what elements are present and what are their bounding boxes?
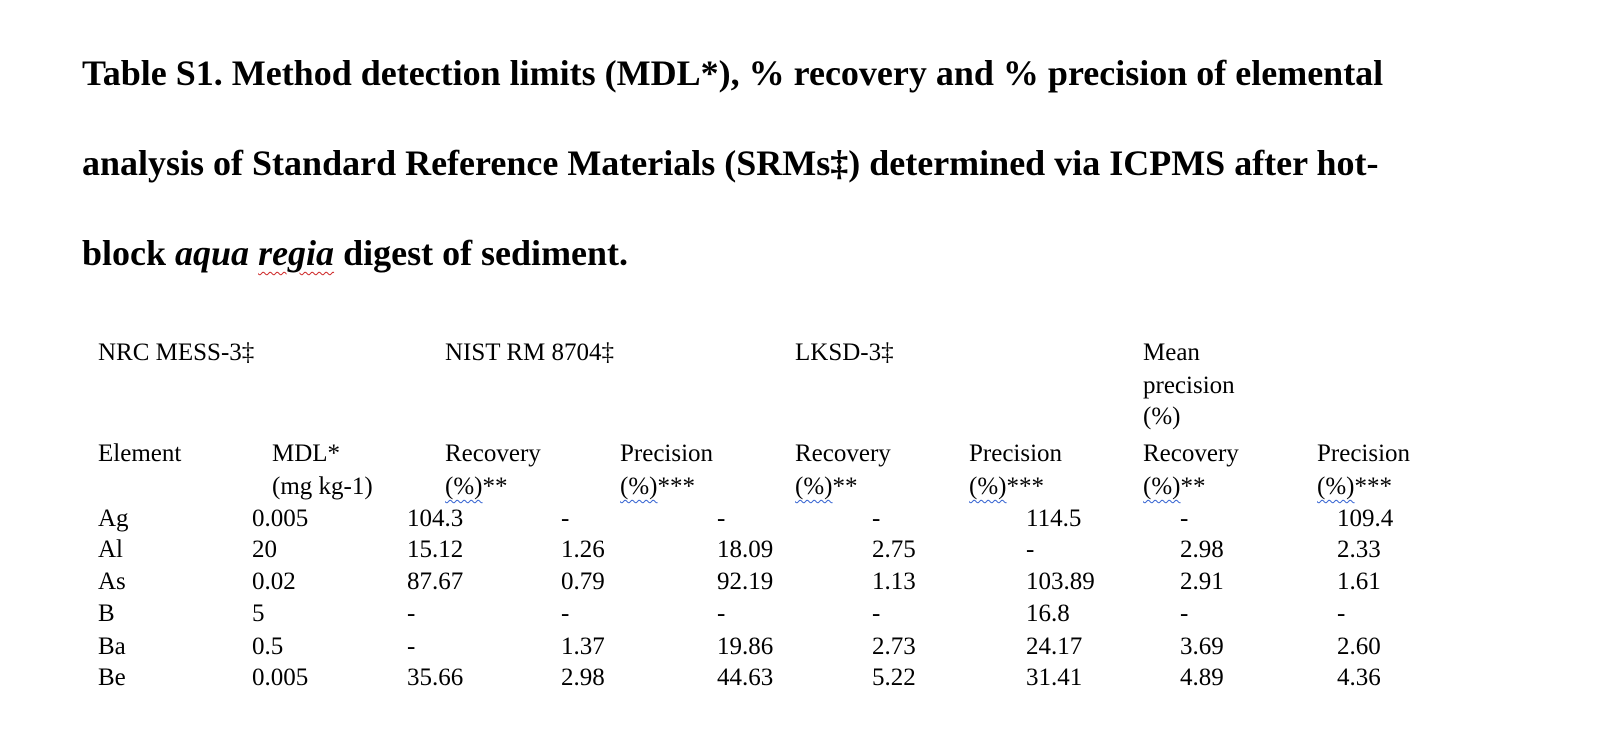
cell-value: 114.5 [1026, 505, 1082, 532]
cell-value: 2.73 [872, 633, 916, 660]
col-header-mdl-unit: (mg kg-1) [272, 473, 373, 500]
col-header-precision-2: Precision [969, 440, 1063, 467]
cell-value: - [872, 600, 881, 627]
cell-element: Ag [98, 505, 129, 532]
group-header-mess3: NRC MESS-3‡ [98, 339, 255, 366]
cell-mdl: 0.005 [252, 664, 309, 691]
col-header-precision-unit-2: (%)*** [969, 473, 1044, 500]
col-header-mdl: MDL* [272, 440, 341, 467]
cell-element: Ba [98, 633, 126, 660]
group-header-mean-precision-1: Mean [1143, 339, 1200, 366]
cell-value: - [872, 505, 881, 532]
cell-mdl: 20 [252, 536, 277, 563]
col-header-precision-unit-3: (%)*** [1317, 473, 1392, 500]
cell-value: 1.61 [1337, 568, 1381, 595]
caption-line-1: Table S1. Method detection limits (MDL*)… [82, 53, 1384, 93]
cell-value: 2.33 [1337, 536, 1381, 563]
cell-value: 44.63 [717, 664, 774, 691]
col-header-precision-3: Precision [1317, 440, 1411, 467]
cell-value: 103.89 [1026, 568, 1095, 595]
cell-value: 19.86 [717, 633, 774, 660]
cell-value: 1.37 [561, 633, 605, 660]
col-header-recovery-unit-3: (%)** [1143, 473, 1206, 500]
caption-italic-term: aqua regia [175, 233, 334, 273]
group-header-nist: NIST RM 8704‡ [445, 339, 615, 366]
cell-value: 2.75 [872, 536, 916, 563]
col-header-precision-1: Precision [620, 440, 714, 467]
cell-value: 35.66 [407, 664, 464, 691]
cell-element: Al [98, 536, 123, 563]
cell-value: 16.8 [1026, 600, 1070, 627]
cell-value: - [1026, 536, 1035, 563]
cell-mdl: 5 [252, 600, 265, 627]
cell-value: 2.60 [1337, 633, 1381, 660]
col-header-element: Element [98, 440, 182, 467]
cell-value: 104.3 [407, 505, 464, 532]
col-header-recovery-1: Recovery [445, 440, 541, 467]
cell-value: 1.26 [561, 536, 605, 563]
cell-value: - [561, 600, 570, 627]
cell-value: 0.79 [561, 568, 605, 595]
cell-value: 5.22 [872, 664, 916, 691]
cell-value: - [407, 600, 416, 627]
cell-value: - [1337, 600, 1346, 627]
cell-value: 109.4 [1337, 505, 1394, 532]
cell-value: 87.67 [407, 568, 464, 595]
cell-value: 4.36 [1337, 664, 1381, 691]
group-header-lksd3: LKSD-3‡ [795, 339, 894, 366]
cell-value: - [717, 505, 726, 532]
cell-value: 92.19 [717, 568, 774, 595]
cell-value: 24.17 [1026, 633, 1083, 660]
group-header-mean-precision-2: precision [1143, 372, 1235, 399]
cell-mdl: 0.005 [252, 505, 309, 532]
cell-value: 2.98 [1180, 536, 1224, 563]
group-header-mean-precision-3: (%) [1143, 403, 1181, 430]
spellcheck-word: regia [258, 233, 335, 273]
cell-value: - [1180, 600, 1189, 627]
cell-value: 2.98 [561, 664, 605, 691]
caption-text-end: digest of sediment. [334, 233, 629, 273]
col-header-recovery-2: Recovery [795, 440, 891, 467]
cell-value: - [1180, 505, 1189, 532]
cell-value: - [561, 505, 570, 532]
cell-value: - [407, 633, 416, 660]
cell-value: 18.09 [717, 536, 774, 563]
cell-value: 3.69 [1180, 633, 1224, 660]
cell-element: Be [98, 664, 126, 691]
col-header-recovery-unit-1: (%)** [445, 473, 508, 500]
col-header-recovery-3: Recovery [1143, 440, 1239, 467]
col-header-precision-unit-1: (%)*** [620, 473, 695, 500]
cell-element: B [98, 600, 115, 627]
cell-value: 1.13 [872, 568, 916, 595]
cell-mdl: 0.02 [252, 568, 296, 595]
cell-mdl: 0.5 [252, 633, 284, 660]
caption-line-2: analysis of Standard Reference Materials… [82, 143, 1379, 183]
caption-line-3: block aqua regia digest of sediment. [82, 208, 1562, 298]
caption-italic-space [249, 233, 258, 273]
cell-value: 2.91 [1180, 568, 1224, 595]
table-caption: Table S1. Method detection limits (MDL*)… [82, 28, 1562, 298]
cell-value: - [717, 600, 726, 627]
col-header-recovery-unit-2: (%)** [795, 473, 858, 500]
cell-value: 4.89 [1180, 664, 1224, 691]
cell-value: 15.12 [407, 536, 464, 563]
caption-text: block [82, 233, 176, 273]
caption-italic-word: aqua [175, 233, 250, 273]
cell-element: As [98, 568, 126, 595]
cell-value: 31.41 [1026, 664, 1083, 691]
